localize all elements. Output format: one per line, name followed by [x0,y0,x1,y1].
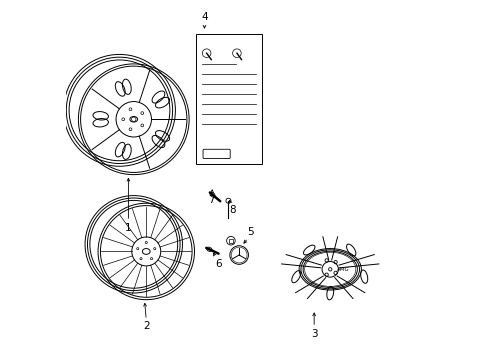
Text: 2: 2 [142,321,149,332]
Text: 1: 1 [125,223,131,233]
Text: 6: 6 [215,259,221,269]
Text: 5: 5 [247,227,254,237]
Text: 8: 8 [229,205,236,215]
Text: 4: 4 [201,13,207,22]
Text: AMG: AMG [336,267,348,272]
Bar [228,239,233,243]
Text: 3: 3 [310,329,317,339]
Bar [196,33,262,164]
Text: 7: 7 [208,195,215,204]
